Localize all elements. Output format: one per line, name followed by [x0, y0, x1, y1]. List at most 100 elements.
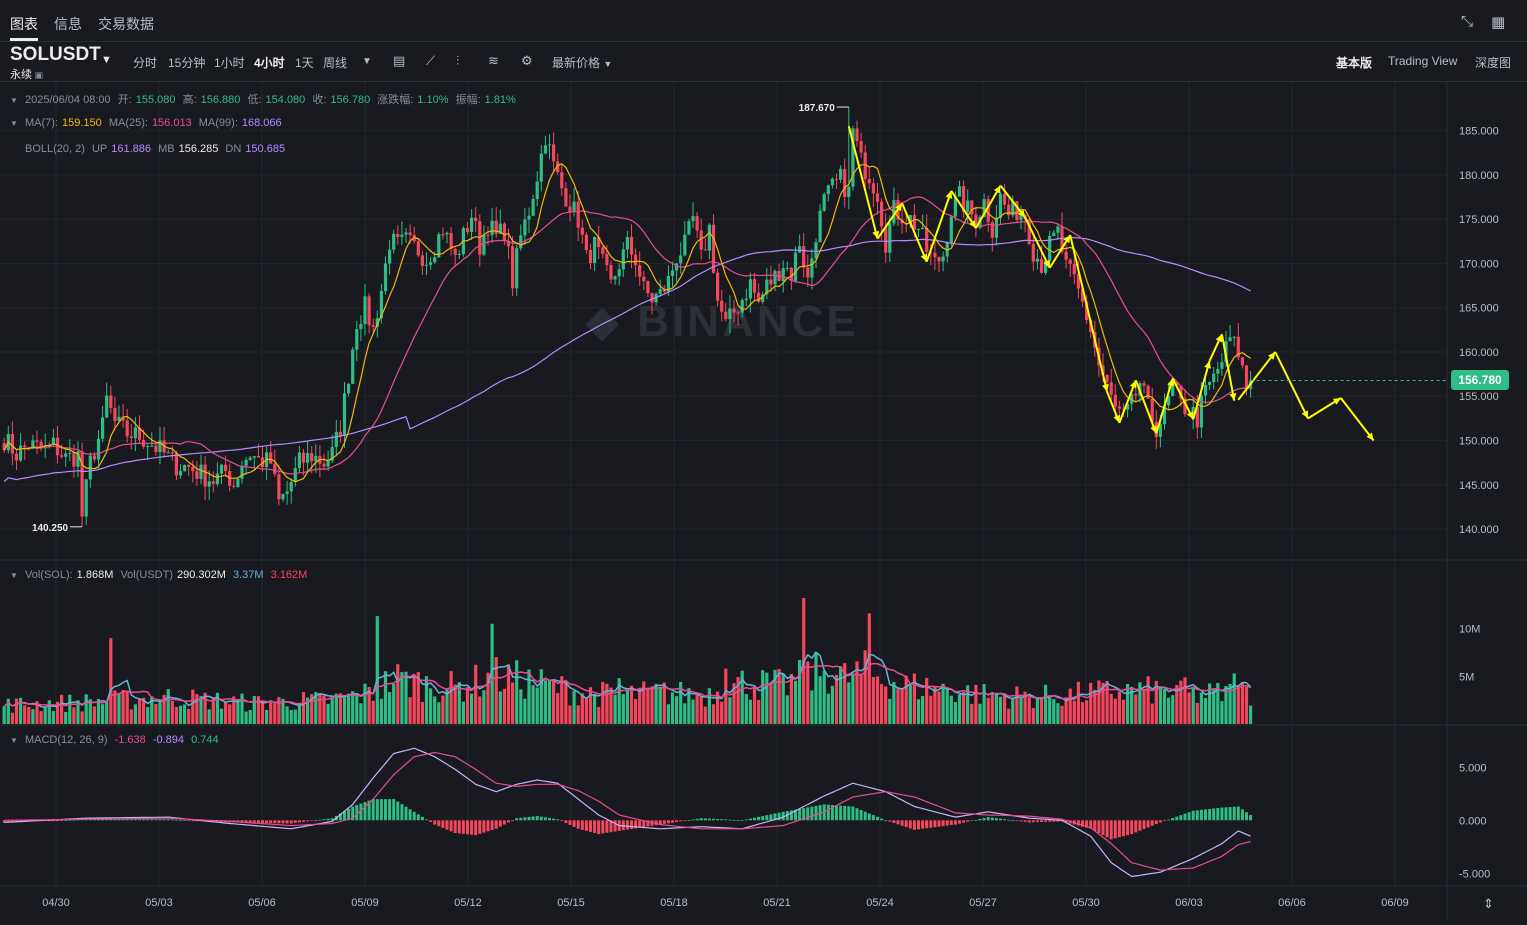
date-tick-label: 05/03	[145, 897, 173, 909]
symbol-dropdown-icon[interactable]: ▼	[101, 54, 112, 66]
candle-body	[137, 427, 142, 440]
volume-legend[interactable]: ▼ Vol(SOL): 1.868M Vol(USDT) 290.302M 3.37…	[10, 569, 308, 581]
volume-bar	[92, 706, 96, 724]
volume-bar	[564, 682, 568, 724]
tab-trade-data[interactable]: 交易数据	[98, 16, 154, 32]
date-tick-label: 05/09	[351, 897, 379, 909]
settings-gear-icon[interactable]: ⚙	[521, 53, 533, 68]
volume-bar	[2, 706, 6, 724]
volume-bar	[962, 691, 966, 724]
candle-body	[1244, 365, 1249, 389]
volume-bar	[1191, 687, 1195, 724]
macd-histogram-bar	[986, 817, 990, 821]
macd-histogram-bar	[1146, 820, 1150, 828]
tab-chart[interactable]: 图表	[10, 16, 38, 32]
candle-body	[1035, 258, 1039, 262]
macd-histogram-bar	[117, 819, 121, 821]
timeframe-1m[interactable]: 分时	[133, 56, 158, 70]
candle-body	[523, 219, 527, 236]
timeframe-1w[interactable]: 周线	[323, 56, 348, 70]
candle-body	[986, 199, 990, 223]
candle-body	[1134, 393, 1138, 396]
volume-bar	[371, 700, 375, 724]
price-type-select[interactable]: 最新价格 ▼	[552, 56, 613, 70]
volume-bar	[478, 696, 482, 724]
legend-macd-dif: -1.638	[114, 734, 146, 746]
candle-body	[1109, 382, 1113, 395]
candle-body	[183, 465, 187, 472]
indicators-icon[interactable]: ≋	[488, 53, 499, 68]
candle-body	[1183, 398, 1187, 415]
macd-histogram-bar	[753, 817, 756, 821]
view-basic[interactable]: 基本版	[1336, 56, 1373, 70]
macd-histogram-bar	[191, 820, 195, 822]
layout-icon[interactable]: ▦	[1491, 14, 1506, 31]
candle-body	[568, 206, 572, 213]
view-tradingview[interactable]: Trading View	[1388, 54, 1458, 68]
candle-body	[621, 249, 625, 270]
legend-vol-sol: 1.868M	[76, 569, 114, 581]
timeframe-4h[interactable]: 4小时	[254, 56, 285, 70]
macd-histogram-bar	[593, 820, 597, 834]
macd-histogram-bar	[1138, 820, 1142, 831]
volume-bar	[675, 696, 679, 724]
macd-histogram-bar	[306, 820, 310, 822]
volume-bar	[55, 701, 60, 724]
candle-body	[990, 222, 994, 238]
volume-bar	[892, 682, 896, 724]
candle-body	[974, 214, 978, 228]
volume-bar	[310, 694, 314, 724]
ma-legend[interactable]: ▼ MA(7): 159.150 MA(25): 156.013 MA(99): 16…	[10, 117, 282, 129]
macd-histogram-bar	[974, 819, 978, 821]
macd-histogram-bar	[646, 820, 650, 827]
timeframe-1h[interactable]: 1小时	[214, 56, 245, 70]
macd-histogram-bar	[994, 818, 998, 821]
draw-tools-icon[interactable]: ⟋	[426, 53, 436, 68]
macd-tick-label: -5.000	[1459, 868, 1490, 880]
calendar-icon[interactable]: ▤	[393, 53, 406, 68]
fullscreen-icon[interactable]: ⤡	[1461, 13, 1474, 30]
chart-area[interactable]: ◆ BINANCE 140.000 145.000 150.000 155.000 16…	[0, 82, 1527, 920]
volume-bar	[884, 686, 888, 724]
macd-histogram-bar	[121, 819, 125, 821]
candle-body	[224, 464, 228, 472]
symbol-name[interactable]: SOLUSDT	[10, 44, 101, 65]
kline-chart-svg[interactable]: ◆ BINANCE 140.000145.000150.000155.00016…	[0, 82, 1527, 920]
more-timeframes-icon[interactable]: ▼	[362, 56, 372, 67]
candle-body	[1167, 395, 1171, 406]
macd-legend[interactable]: ▼ MACD(12, 26, 9) -1.638 -0.894 0.744	[10, 734, 219, 746]
date-tick-label: 05/30	[1072, 897, 1100, 909]
macd-histogram-bar	[556, 819, 560, 821]
timeframe-1d[interactable]: 1天	[295, 56, 314, 70]
candle-body	[310, 453, 314, 462]
volume-bar	[1236, 686, 1240, 724]
annotation-arrow-line	[1118, 379, 1137, 424]
volume-bar	[39, 711, 43, 724]
volume-bar	[629, 685, 634, 724]
candle-body	[207, 481, 211, 487]
candle-body	[506, 240, 511, 247]
candle-body	[543, 145, 547, 154]
view-depth[interactable]: 深度图	[1475, 56, 1512, 70]
tab-info[interactable]: 信息	[54, 16, 82, 32]
macd-histogram-bar	[420, 816, 424, 821]
boll-legend[interactable]: BOLL(20, 2) UP 161.886 MB 156.285 DN 150.68…	[25, 143, 286, 155]
volume-bar	[297, 702, 301, 724]
volume-bar	[761, 670, 765, 724]
macd-histogram-bar	[892, 820, 896, 824]
volume-bar	[978, 703, 982, 724]
volume-bar	[1015, 686, 1019, 724]
candle-body	[236, 478, 240, 487]
macd-histogram-bar	[740, 820, 744, 822]
macd-histogram-bar	[490, 820, 494, 831]
candle-body	[424, 264, 429, 266]
candle-body	[31, 440, 35, 449]
macd-histogram-bar	[1216, 808, 1220, 821]
volume-bar	[912, 673, 916, 724]
annotation-arrow-line	[1155, 378, 1174, 434]
candle-body	[855, 128, 859, 142]
macd-histogram-bar	[404, 806, 408, 821]
candle-body	[359, 324, 363, 329]
timeframe-15m[interactable]: 15分钟	[168, 56, 206, 70]
candle-type-icon[interactable]: ⫶	[456, 53, 460, 68]
